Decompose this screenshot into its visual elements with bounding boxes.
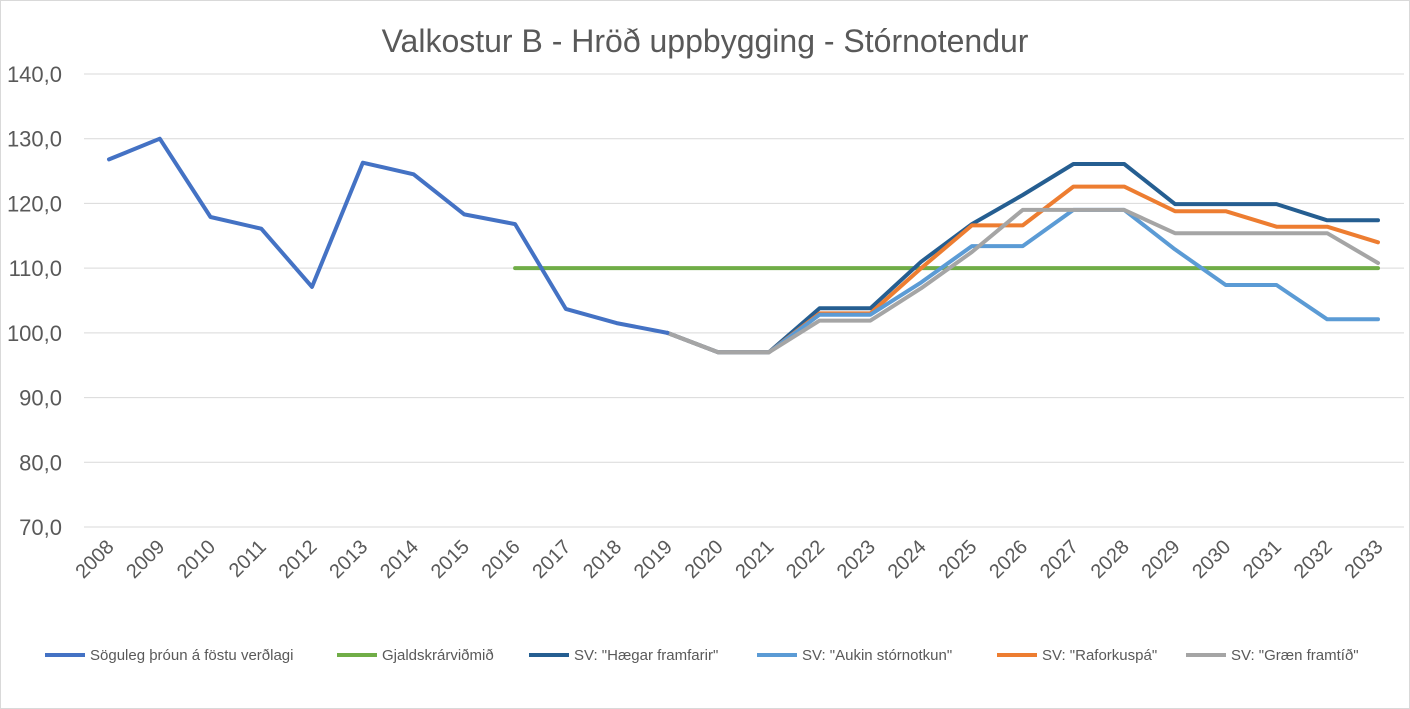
- x-tick-label: 2017: [528, 536, 575, 583]
- y-tick-label: 140,0: [7, 62, 62, 87]
- chart-title: Valkostur B - Hröð uppbygging - Stórnote…: [382, 23, 1029, 59]
- x-tick-label: 2022: [782, 536, 829, 583]
- x-tick-label: 2021: [731, 536, 778, 583]
- y-tick-label: 120,0: [7, 191, 62, 216]
- legend-label: Gjaldskrárviðmið: [382, 647, 494, 664]
- y-tick-label: 80,0: [19, 450, 62, 475]
- x-tick-label: 2008: [72, 536, 119, 583]
- legend-label: SV: "Græn framtíð": [1231, 647, 1359, 664]
- x-tick-label: 2015: [427, 536, 474, 583]
- y-tick-label: 130,0: [7, 127, 62, 152]
- x-tick-label: 2033: [1341, 536, 1388, 583]
- x-tick-label: 2032: [1290, 536, 1337, 583]
- x-tick-label: 2019: [630, 536, 677, 583]
- x-axis-ticks: 2008 2009 2010 2011 2012 2013 2014 2015 2016 2017…: [72, 536, 1388, 583]
- series-line: [665, 207, 1380, 355]
- x-tick-label: 2023: [833, 536, 880, 583]
- series-line: [665, 162, 1380, 355]
- y-axis-ticks: 70,0 80,0 90,0 100,0 110,0 120,0 130,0 140,0: [7, 62, 62, 540]
- y-tick-label: 90,0: [19, 386, 62, 411]
- legend-label: SV: "Hægar framfarir": [574, 647, 718, 664]
- y-tick-label: 70,0: [19, 515, 62, 540]
- x-tick-label: 2010: [173, 536, 220, 583]
- x-tick-label: 2012: [275, 536, 322, 583]
- x-tick-label: 2009: [122, 536, 169, 583]
- x-tick-label: 2018: [579, 536, 626, 583]
- legend-label: Söguleg þróun á föstu verðlagi: [90, 647, 293, 664]
- x-tick-label: 2020: [681, 536, 728, 583]
- legend: Söguleg þróun á föstu verðlagi Gjaldskrár…: [45, 647, 1359, 664]
- series-line: [107, 136, 670, 335]
- x-tick-label: 2030: [1188, 536, 1235, 583]
- x-tick-label: 2025: [934, 536, 981, 583]
- x-tick-label: 2028: [1087, 536, 1134, 583]
- x-tick-label: 2029: [1137, 536, 1184, 583]
- x-tick-label: 2011: [225, 536, 271, 582]
- x-tick-label: 2026: [985, 536, 1032, 583]
- gridlines: [84, 73, 1404, 528]
- series-lines: [107, 136, 1380, 355]
- x-tick-label: 2013: [325, 536, 372, 583]
- y-tick-label: 100,0: [7, 321, 62, 346]
- x-tick-label: 2014: [376, 536, 423, 583]
- legend-label: SV: "Raforkuspá": [1042, 647, 1157, 664]
- x-tick-label: 2024: [884, 536, 931, 583]
- x-tick-label: 2027: [1036, 536, 1083, 583]
- legend-label: SV: "Aukin stórnotkun": [802, 647, 952, 664]
- x-tick-label: 2016: [478, 536, 525, 583]
- y-tick-label: 110,0: [9, 256, 62, 281]
- x-tick-label: 2031: [1239, 536, 1286, 583]
